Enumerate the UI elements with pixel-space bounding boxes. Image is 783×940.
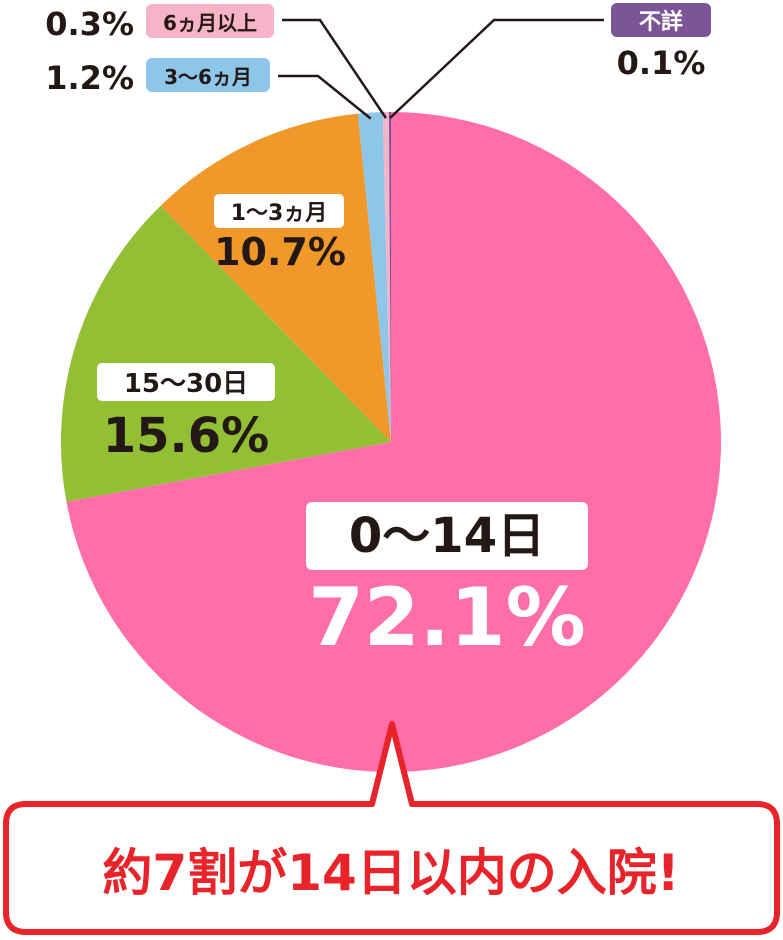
pie-slice-6m-plus (382, 112, 391, 442)
slice-label-box-unknown (611, 3, 711, 37)
pie-slice-15-30 (60, 205, 391, 502)
slice-value-unknown: 0.1% (617, 44, 706, 82)
slice-label-3-6m: 3〜6ヵ月 (164, 65, 252, 89)
slice-label-box-1-3m (214, 194, 344, 228)
slice-value-0-14: 72.1% (308, 571, 586, 664)
leader-line-6m-plus (282, 18, 387, 119)
slice-label-0-14: 0〜14日 (349, 508, 545, 564)
pie-slice-0-14 (66, 112, 721, 772)
slice-value-3-6m: 1.2% (45, 59, 134, 97)
callout-bubble (3, 721, 780, 935)
slice-value-1-3m: 10.7% (214, 230, 346, 274)
slice-value-15-30: 15.6% (103, 408, 270, 464)
slice-value-6m-plus: 0.3% (45, 5, 134, 43)
slice-label-box-6m-plus (146, 4, 274, 38)
slice-label-unknown: 不詳 (639, 9, 683, 35)
callout-text: 約7割が14日以内の入院! (102, 844, 679, 902)
leader-line-3-6m (278, 74, 372, 120)
pie-slice-unknown (388, 112, 391, 442)
slice-label-box-15-30 (97, 363, 275, 401)
slice-label-15-30: 15〜30日 (124, 369, 248, 399)
leader-lines (278, 18, 604, 120)
pie-slice-3-6m (357, 112, 391, 442)
leader-line-unknown (389, 18, 604, 119)
slice-label-1-3m: 1〜3ヵ月 (231, 201, 328, 226)
slice-label-box-0-14 (306, 502, 588, 570)
slice-label-6m-plus: 6ヵ月以上 (163, 11, 257, 35)
slice-label-box-3-6m (146, 58, 270, 92)
